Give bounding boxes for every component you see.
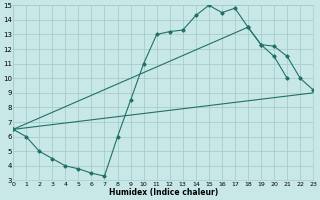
X-axis label: Humidex (Indice chaleur): Humidex (Indice chaleur) (108, 188, 218, 197)
